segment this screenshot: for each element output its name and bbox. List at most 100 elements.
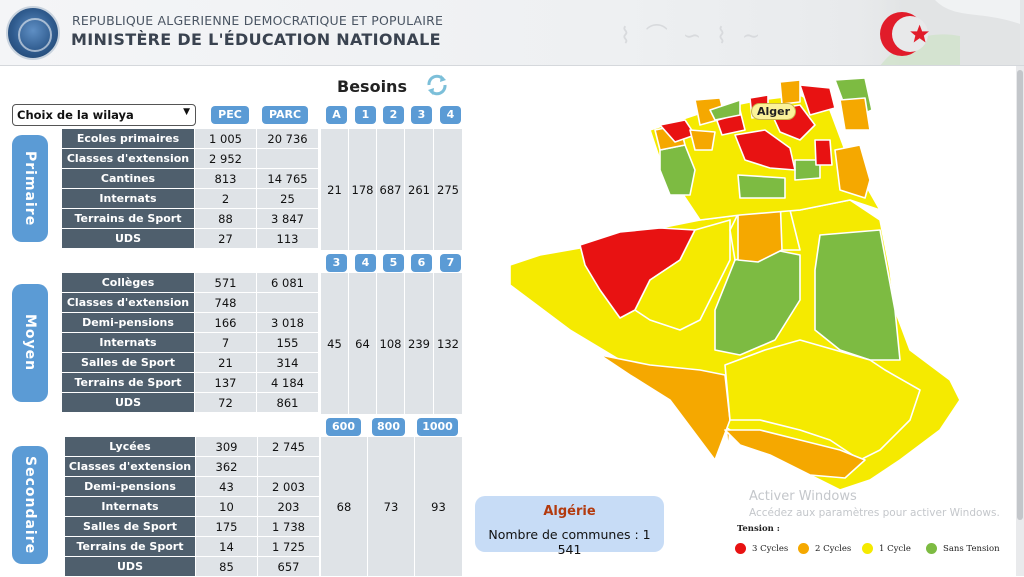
wilaya-region[interactable] [634, 219, 731, 331]
row-label: Collèges [61, 272, 195, 293]
legend-label: Sans Tension [943, 543, 1000, 554]
wilaya-region[interactable] [689, 129, 716, 151]
pec-value: 85 [195, 556, 258, 577]
pec-value: 137 [194, 372, 257, 393]
wilaya-region[interactable] [834, 144, 871, 199]
need-header: 2 [383, 106, 404, 124]
need-header: 5 [383, 254, 404, 272]
primaire-table: Ecoles primaires 1 005 20 736 Classes d'… [61, 128, 319, 249]
primaire-needs-table: 21 178 687 261 275 [320, 128, 463, 251]
need-value: 45 [320, 272, 349, 415]
decorative-calligraphy: ⌇ ⌒ ∽ ⌇ ∼ [620, 24, 765, 49]
wilaya-region[interactable] [724, 339, 921, 461]
need-value: 178 [348, 128, 377, 251]
row-label: Terrains de Sport [61, 208, 195, 229]
refresh-icon[interactable] [424, 72, 450, 98]
moyen-table: Collèges 571 6 081 Classes d'extension 7… [61, 272, 319, 413]
legend-item: 1 Cycle [862, 543, 911, 554]
wilaya-region[interactable] [724, 429, 866, 479]
row-label: Ecoles primaires [61, 128, 195, 149]
orange-dot-icon [798, 543, 809, 554]
table-row: Demi-pensions 43 2 003 [64, 476, 320, 497]
activation-watermark-text: Accédez aux paramètres pour activer Wind… [749, 507, 1000, 519]
need-value: 64 [348, 272, 377, 415]
capital-label-alger[interactable]: Alger [751, 103, 797, 120]
parc-value: 4 184 [256, 372, 319, 393]
row-label: Salles de Sport [61, 352, 195, 373]
legend-item: Sans Tension [926, 543, 1000, 554]
parc-value: 155 [256, 332, 319, 353]
wilaya-select[interactable]: Choix de la wilaya ▼ [12, 104, 196, 126]
table-row: Salles de Sport 175 1 738 [64, 516, 320, 537]
legend-item: 3 Cycles [735, 543, 788, 554]
table-row: Terrains de Sport 88 3 847 [61, 208, 319, 229]
row-label: Lycées [64, 436, 196, 457]
scrollbar-thumb[interactable] [1017, 70, 1023, 520]
need-header: 3 [411, 106, 432, 124]
algeria-wilaya-map[interactable] [500, 70, 990, 500]
row-label: Internats [61, 188, 195, 209]
pec-value: 10 [195, 496, 258, 517]
need-value: 261 [404, 128, 434, 251]
pec-value: 27 [194, 228, 257, 249]
parc-value: 314 [256, 352, 319, 373]
legend-label: 3 Cycles [752, 543, 789, 554]
need-header: 4 [440, 106, 461, 124]
wilaya-region[interactable] [799, 84, 836, 116]
table-row: Internats 10 203 [64, 496, 320, 517]
wilaya-region[interactable] [779, 79, 801, 105]
wilaya-region[interactable] [839, 97, 871, 131]
wilaya-region[interactable] [814, 139, 833, 166]
wilaya-region[interactable] [714, 249, 801, 356]
need-header: 7 [440, 254, 461, 272]
parc-value [256, 148, 319, 169]
section-moyen: Moyen [12, 284, 48, 402]
table-row: UDS 72 861 [61, 392, 319, 413]
summary-box: Algérie Nombre de communes : 1 541 [475, 496, 664, 557]
need-value: 73 [367, 436, 415, 577]
parc-value: 1 738 [257, 516, 320, 537]
table-row: Terrains de Sport 14 1 725 [64, 536, 320, 557]
row-label: UDS [61, 228, 195, 249]
table-row: Classes d'extension 362 [64, 456, 320, 477]
table-row: UDS 27 113 [61, 228, 319, 249]
section-secondaire: Secondaire [12, 446, 48, 564]
legend-label: 1 Cycle [879, 543, 911, 554]
red-dot-icon [735, 543, 746, 554]
legend-label: 2 Cycles [815, 543, 852, 554]
wilaya-region[interactable] [709, 99, 741, 121]
table-row: Terrains de Sport 137 4 184 [61, 372, 319, 393]
row-label: UDS [64, 556, 196, 577]
parc-value: 113 [256, 228, 319, 249]
row-label: Demi-pensions [61, 312, 195, 333]
need-header: A [326, 106, 347, 124]
secondaire-table: Lycées 309 2 745 Classes d'extension 362… [64, 436, 320, 577]
row-label: UDS [61, 392, 195, 413]
green-dot-icon [926, 543, 937, 554]
parc-value: 3 847 [256, 208, 319, 229]
table-row: Collèges 571 6 081 [61, 272, 319, 293]
wilaya-region[interactable] [734, 129, 796, 171]
pec-value: 88 [194, 208, 257, 229]
need-header: 800 [372, 418, 405, 436]
wilaya-region[interactable] [814, 229, 901, 361]
row-label: Demi-pensions [64, 476, 196, 497]
pec-value: 166 [194, 312, 257, 333]
header-republic: REPUBLIQUE ALGERIENNE DEMOCRATIQUE ET PO… [72, 13, 444, 28]
table-row: Classes d'extension 748 [61, 292, 319, 313]
parc-value: 657 [257, 556, 320, 577]
table-row: Cantines 813 14 765 [61, 168, 319, 189]
wilaya-region[interactable] [794, 159, 821, 181]
pec-value: 43 [195, 476, 258, 497]
row-label: Terrains de Sport [64, 536, 196, 557]
row-label: Cantines [61, 168, 195, 189]
parc-value: 14 765 [256, 168, 319, 189]
row-label: Salles de Sport [64, 516, 196, 537]
wilaya-region[interactable] [737, 174, 786, 199]
column-pec: PEC [211, 106, 249, 124]
pec-value: 7 [194, 332, 257, 353]
pec-value: 1 005 [194, 128, 257, 149]
need-value: 93 [414, 436, 463, 577]
communes-count: Nombre de communes : 1 541 [488, 527, 651, 557]
section-moyen-label: Moyen [22, 314, 38, 372]
